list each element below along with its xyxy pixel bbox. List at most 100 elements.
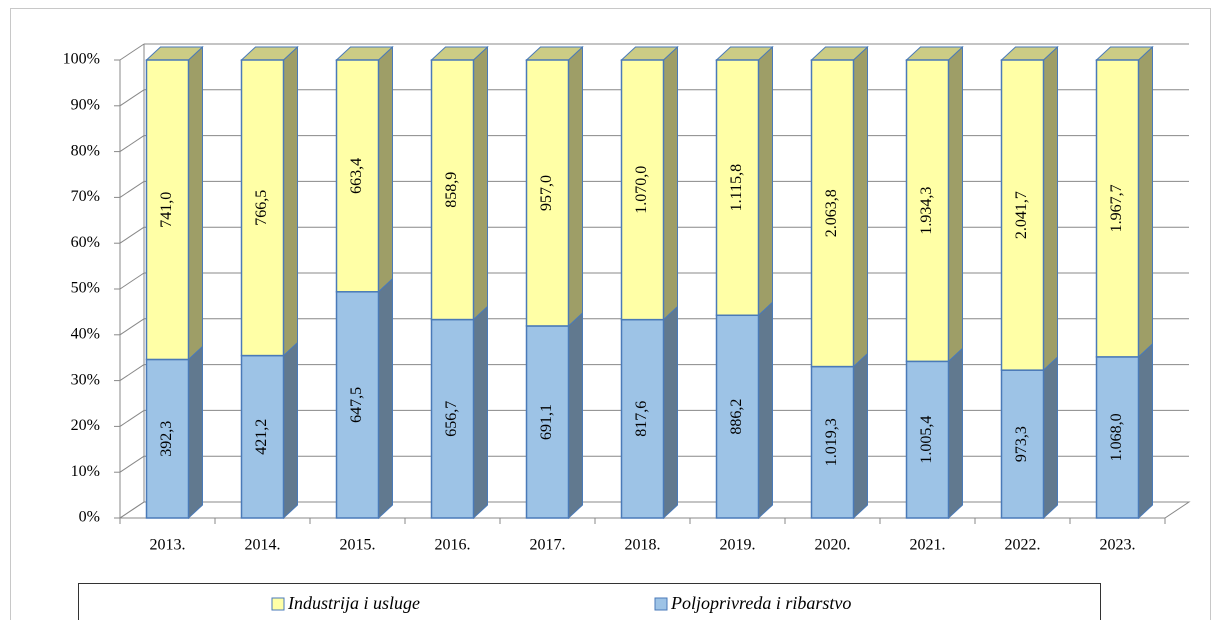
- x-tick-label: 2023.: [1100, 537, 1136, 554]
- bar: [335, 291, 380, 519]
- bar-side: [1043, 45, 1058, 372]
- x-tick-label: 2015.: [340, 537, 376, 554]
- bar-side: [188, 345, 203, 520]
- bar: [810, 59, 855, 368]
- data-label: 1.068,0: [1108, 413, 1125, 461]
- bar-side: [758, 301, 773, 520]
- bar-side: [283, 341, 298, 520]
- y-tick-label: 20%: [71, 417, 100, 434]
- bar: [240, 354, 285, 519]
- bar-side: [663, 45, 678, 321]
- y-tick-label: 90%: [71, 96, 100, 113]
- y-tick-label: 10%: [71, 463, 100, 480]
- data-label: 957,0: [538, 175, 555, 211]
- y-tick-label: 30%: [71, 371, 100, 388]
- grid-diag: [119, 455, 145, 473]
- data-label: 973,3: [1013, 426, 1030, 462]
- y-tick-label: 80%: [71, 142, 100, 159]
- bar-side: [473, 305, 488, 520]
- bar: [145, 59, 190, 361]
- x-tick-label: 2017.: [530, 537, 566, 554]
- data-label: 741,0: [158, 192, 175, 228]
- grid-diag: [119, 135, 145, 153]
- bar: [715, 314, 760, 519]
- data-label: 1.019,3: [823, 418, 840, 466]
- bar-side: [1138, 45, 1153, 359]
- grid-diag: [119, 409, 145, 427]
- y-tick-label: 40%: [71, 325, 100, 342]
- grid-diag: [119, 501, 145, 519]
- grid-diag: [119, 318, 145, 336]
- bar: [620, 59, 665, 321]
- bar: [525, 325, 570, 519]
- data-label: 2.063,8: [823, 189, 840, 237]
- bar: [525, 59, 570, 327]
- grid-diag: [119, 89, 145, 107]
- bar: [1095, 59, 1140, 358]
- grid-diag: [119, 226, 145, 244]
- data-label: 1.967,7: [1108, 184, 1125, 232]
- bar: [1000, 59, 1045, 371]
- data-label: 1.070,0: [633, 166, 650, 214]
- grid-diag: [119, 364, 145, 382]
- data-label: 766,5: [253, 190, 270, 226]
- data-label: 1.005,4: [918, 416, 935, 464]
- x-tick-label: 2016.: [435, 537, 471, 554]
- data-label: 2.041,7: [1013, 191, 1030, 239]
- grid-diag: [119, 43, 145, 61]
- x-tick-label: 2022.: [1005, 537, 1041, 554]
- bar-side: [378, 277, 393, 520]
- data-label: 1.115,8: [728, 164, 745, 211]
- data-label: 886,2: [728, 399, 745, 435]
- bar: [240, 59, 285, 357]
- x-tick-label: 2019.: [720, 537, 756, 554]
- bar: [430, 59, 475, 321]
- data-label: 421,2: [253, 419, 270, 455]
- legend-swatch: [654, 597, 668, 611]
- data-label: 817,6: [633, 401, 650, 437]
- legend-box: [78, 583, 1101, 620]
- bar: [430, 318, 475, 519]
- bar-side: [853, 45, 868, 368]
- y-tick-label: 60%: [71, 234, 100, 251]
- bar-side: [1043, 356, 1058, 520]
- data-label: 691,1: [538, 404, 555, 440]
- y-tick-label: 0%: [79, 509, 100, 526]
- bar: [905, 59, 950, 363]
- bar: [620, 318, 665, 519]
- x-tick-label: 2018.: [625, 537, 661, 554]
- bar-side: [568, 311, 583, 520]
- data-label: 1.934,3: [918, 187, 935, 235]
- bar-side: [1138, 342, 1153, 520]
- bar-side: [473, 45, 488, 321]
- data-label: 858,9: [443, 172, 460, 208]
- bar: [145, 358, 190, 519]
- bar-side: [948, 347, 963, 520]
- bar-side: [378, 45, 393, 293]
- bar-side: [948, 45, 963, 363]
- x-tick-label: 2021.: [910, 537, 946, 554]
- bar: [810, 365, 855, 519]
- y-tick-label: 100%: [63, 51, 100, 68]
- legend-label: Industrija i usluge: [287, 593, 420, 613]
- bar-side: [758, 45, 773, 317]
- legend-swatch: [271, 597, 285, 611]
- bar-side: [568, 45, 583, 328]
- data-label: 663,4: [348, 158, 365, 194]
- bar-side: [188, 45, 203, 361]
- grid-diag: [119, 180, 145, 198]
- data-label: 656,7: [443, 401, 460, 437]
- grid-diag: [119, 272, 145, 290]
- y-tick-label: 50%: [71, 280, 100, 297]
- bar: [335, 59, 380, 293]
- x-tick-label: 2013.: [150, 537, 186, 554]
- legend-label: Poljoprivreda i ribarstvo: [670, 593, 851, 613]
- bar: [715, 59, 760, 317]
- bar: [1000, 369, 1045, 519]
- x-tick-label: 2014.: [245, 537, 281, 554]
- bar-side: [283, 45, 298, 357]
- bar-side: [663, 305, 678, 520]
- data-label: 647,5: [348, 387, 365, 423]
- y-tick-label: 70%: [71, 188, 100, 205]
